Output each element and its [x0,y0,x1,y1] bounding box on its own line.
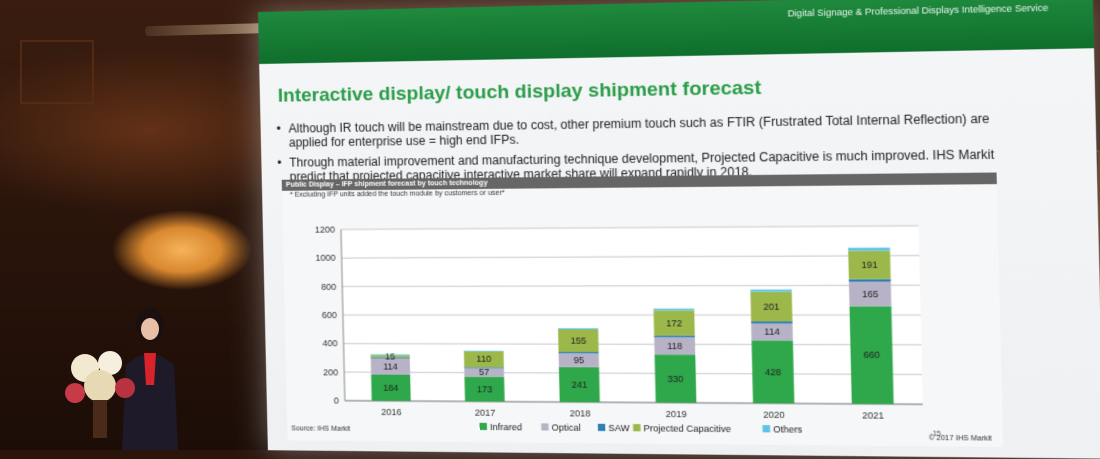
bar-segment [371,354,410,355]
x-tick-label: 2019 [666,409,687,419]
data-label: 15 [385,351,395,361]
bar-segment [464,351,504,352]
data-label: 201 [763,301,779,311]
x-tick-label: 2016 [381,407,402,417]
bar-segment [751,321,792,323]
data-label: 330 [667,373,683,383]
legend-label: Projected Capacitive [644,423,732,434]
y-tick-label: 600 [322,310,337,320]
data-label: 114 [383,361,398,371]
bar-segment [848,248,890,251]
legend-label: Others [773,424,803,435]
bar-segment [558,328,598,329]
data-label: 428 [765,367,781,377]
data-label: 95 [573,355,584,365]
y-tick-label: 200 [323,367,338,377]
data-label: 173 [477,384,493,394]
x-tick-label: 2020 [763,409,785,420]
bar-segment [559,352,599,354]
y-tick-label: 800 [321,282,336,292]
data-label: 191 [861,260,878,271]
legend-swatch [598,424,605,431]
y-tick-label: 0 [334,396,339,406]
y-tick-label: 1000 [315,253,335,263]
data-label: 241 [571,379,587,389]
wall-panel [20,40,94,104]
projection-screen: Digital Signage & Professional Displays … [258,0,1100,459]
data-label: 57 [479,367,490,377]
y-tick-label: 1200 [315,225,335,235]
legend-label: SAW [608,423,630,433]
chart-panel: Public Display – IFP shipment forecast b… [282,173,1003,448]
bar-segment [464,367,504,368]
y-tick-label: 400 [322,339,337,349]
bar-segment [654,335,695,337]
data-label: 118 [667,341,682,351]
data-label: 184 [383,383,398,393]
legend-label: Infrared [490,422,522,432]
stacked-bar-chart: 0200400600800100012001841141520161735711… [282,173,1003,448]
chart-source: Source: IHS Markit [291,425,350,433]
data-label: 172 [666,318,682,328]
data-label: 165 [862,289,879,300]
slide-title: Interactive display/ touch display shipm… [278,77,762,107]
x-tick-label: 2021 [862,410,884,421]
banner-text: Digital Signage & Professional Displays … [787,2,1048,18]
bar-segment [849,279,891,282]
legend-swatch [762,425,770,432]
legend-label: Optical [552,422,581,433]
data-label: 110 [476,354,491,364]
legend-swatch [633,424,641,431]
copyright: © 2017 IHS Markit [929,435,992,443]
flower-arrangement [55,338,145,438]
x-tick-label: 2017 [475,408,496,418]
legend-swatch [480,423,487,430]
x-tick-label: 2018 [569,408,590,418]
data-label: 155 [570,336,586,346]
data-label: 114 [764,327,780,337]
bullet-item: Although IR touch will be mainstream due… [276,111,1035,150]
bar-segment [750,290,791,292]
data-label: 660 [863,350,880,361]
slide-banner: Digital Signage & Professional Displays … [258,0,1094,64]
bar-segment [654,309,695,311]
legend-swatch [541,423,548,430]
